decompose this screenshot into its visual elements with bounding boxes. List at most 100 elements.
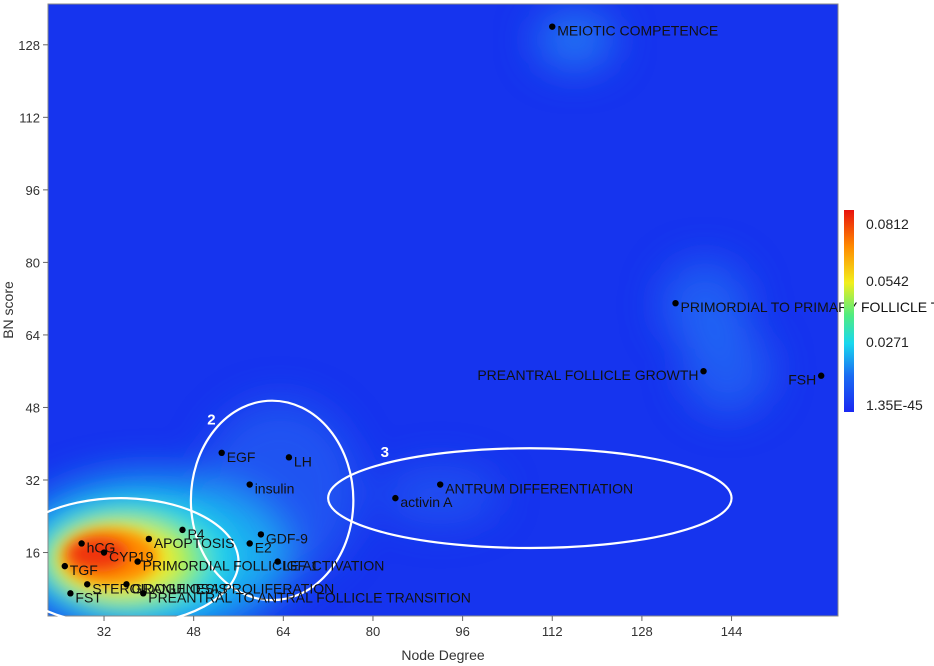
data-point-group: GDF-9 [257,530,308,546]
x-axis-title: Node Degree [401,647,484,663]
x-tick-label: 80 [366,624,380,639]
x-tick-label: 64 [276,624,290,639]
data-point-label: P4 [187,526,204,542]
data-point [179,526,186,534]
data-point [145,535,153,543]
data-point-label: CYP19 [109,549,154,565]
colorbar-label-high: 0.0542 [866,273,909,289]
data-point [218,449,225,456]
data-point [67,590,74,597]
y-tick-label: 128 [18,38,40,53]
data-point-label: EGF [227,449,256,465]
data-point [61,562,69,570]
data-point-group: PRIMORDIAL FOLLICLE ACTIVATION [134,558,384,574]
data-point-label: PRIMORDIAL TO PRIMARY FOLLICLE TRANSITIO… [681,299,934,315]
y-tick-label: 80 [26,255,40,270]
data-point-group: FST [67,589,102,605]
data-point-label: TGF [70,562,98,578]
y-tick-label: 16 [26,546,40,561]
data-point [246,540,253,547]
data-point [549,23,556,30]
data-point-group: P4 [179,526,205,542]
data-point-group: CYP19 [100,549,154,565]
data-point [134,558,141,565]
data-point-label: GRANULOSA PROLIFERATION [131,580,334,596]
x-tick-label: 128 [631,624,653,639]
data-point-group: activin A [392,494,453,510]
data-point-group: GRANULOSA PROLIFERATION [123,580,334,596]
data-point [436,481,444,488]
data-point-label: insulin [255,481,295,497]
data-point-label: FST [75,589,102,605]
data-points: MEIOTIC COMPETENCE PRIMORDIAL TO PRIMARY … [61,23,934,605]
cluster-ellipse [2,497,240,627]
data-point-group: hCG [78,539,115,555]
data-point-label: GDF-9 [266,530,308,546]
y-tick-label: 112 [19,110,40,125]
colorbar-label-min: 1.35E-45 [866,397,923,413]
data-point-label: MEIOTIC COMPETENCE [557,23,718,39]
x-axis: 32 48 64 80 96 112 128 144 [97,616,743,639]
data-point-group: IGF-1 [274,558,319,574]
data-point-group: APOPTOSIS [145,535,235,551]
data-point-group: E2 [246,539,272,555]
data-point-group: PREANTRAL TO ANTRAL FOLLICLE TRANSITION [140,589,471,605]
plot-frame [47,3,839,617]
y-tick-label: 64 [26,328,40,343]
x-tick-label: 112 [542,624,563,639]
y-axis: 16 32 48 64 80 96 112 128 [18,38,48,561]
data-point [257,531,265,538]
density-heatmap [48,4,838,616]
data-point [274,558,281,565]
data-point [700,368,707,375]
data-point-label: APOPTOSIS [154,535,235,551]
x-tick-label: 144 [721,624,743,639]
cluster-outlines: 1 2 3 [2,399,733,627]
data-point-label: FSH [788,372,816,388]
data-point [123,581,130,588]
colorbar: 0.0812 0.0542 0.0271 1.35E-45 [844,210,923,413]
data-point-label: ANTRUM DIFFERENTIATION [445,481,633,497]
data-point-group: TGF [61,562,98,578]
data-point [100,549,108,556]
data-point [672,300,679,307]
data-point [817,372,825,379]
data-point-group: insulin [246,481,295,497]
x-tick-label: 96 [455,624,469,639]
data-point [246,481,253,488]
y-tick-label: 48 [26,400,40,415]
data-point [392,494,399,502]
cluster-ellipse [327,447,733,550]
data-point-group: LH [285,453,312,469]
cluster-label: 1 [30,498,38,515]
data-point [78,540,85,547]
x-tick-label: 48 [186,624,200,639]
x-tick-label: 32 [97,624,111,639]
data-point-label: hCG [87,539,116,555]
colorbar-label-max: 0.0812 [866,216,909,232]
y-tick-label: 96 [26,183,40,198]
data-point [285,454,293,461]
data-point-group: ANTRUM DIFFERENTIATION [436,481,633,497]
data-point-group: FSH [788,372,825,388]
data-point-label: PRIMORDIAL FOLLICLE ACTIVATION [143,558,385,574]
y-axis-title: BN score [0,281,16,339]
data-point-group: PREANTRAL FOLLICLE GROWTH [477,367,707,383]
data-point [140,590,147,597]
data-point-group: EGF [218,449,255,465]
colorbar-gradient [844,210,854,412]
data-point-label: PREANTRAL FOLLICLE GROWTH [477,367,698,383]
data-point-label: IGF-1 [283,558,319,574]
cluster-label: 2 [207,412,215,429]
cluster-label: 3 [381,444,389,461]
data-point-label: LH [294,453,312,469]
data-point-group: PRIMORDIAL TO PRIMARY FOLLICLE TRANSITIO… [672,299,934,315]
colorbar-label-low: 0.0271 [866,334,909,350]
y-tick-label: 32 [26,473,40,488]
data-point-label: E2 [255,539,272,555]
data-point-group: MEIOTIC COMPETENCE [549,23,718,39]
cluster-ellipse [189,399,355,602]
data-point-label: activin A [400,494,453,510]
data-point [84,581,91,588]
